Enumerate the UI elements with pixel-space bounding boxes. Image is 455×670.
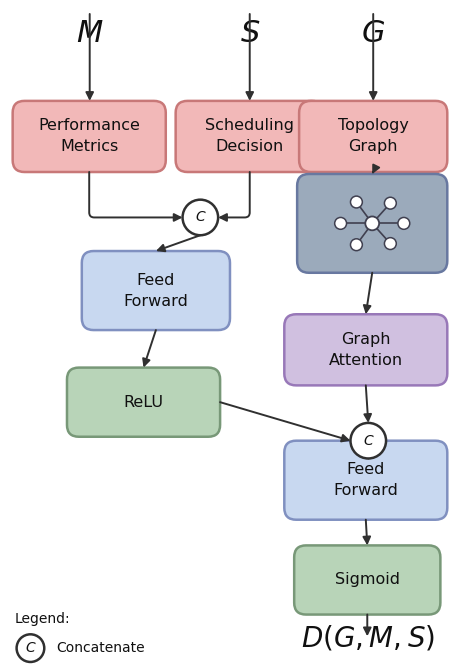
- FancyBboxPatch shape: [81, 251, 229, 330]
- Text: $\mathit{S}$: $\mathit{S}$: [239, 18, 259, 49]
- Text: $\mathit{M}$: $\mathit{M}$: [76, 18, 103, 49]
- Text: Concatenate: Concatenate: [56, 641, 144, 655]
- Circle shape: [384, 238, 395, 249]
- Text: Feed
Forward: Feed Forward: [333, 462, 397, 498]
- Circle shape: [350, 196, 362, 208]
- Text: $\mathit{G}$: $\mathit{G}$: [360, 18, 384, 49]
- Circle shape: [182, 200, 217, 235]
- Text: Scheduling
Decision: Scheduling Decision: [205, 119, 293, 155]
- Text: C: C: [363, 433, 372, 448]
- Text: $\mathit{D(G,M,S)}$: $\mathit{D(G,M,S)}$: [301, 623, 435, 652]
- FancyBboxPatch shape: [283, 441, 446, 520]
- FancyBboxPatch shape: [175, 101, 323, 172]
- Text: C: C: [195, 210, 205, 224]
- Circle shape: [334, 218, 346, 229]
- Circle shape: [364, 216, 378, 230]
- Circle shape: [350, 239, 362, 251]
- Text: Legend:: Legend:: [15, 612, 70, 626]
- FancyBboxPatch shape: [67, 368, 220, 437]
- FancyBboxPatch shape: [298, 101, 446, 172]
- FancyBboxPatch shape: [297, 174, 446, 273]
- Circle shape: [350, 423, 385, 458]
- FancyBboxPatch shape: [13, 101, 166, 172]
- Circle shape: [16, 634, 44, 662]
- Text: Topology
Graph: Topology Graph: [337, 119, 408, 155]
- Text: Graph
Attention: Graph Attention: [328, 332, 402, 368]
- Text: Performance
Metrics: Performance Metrics: [38, 119, 140, 155]
- Circle shape: [397, 218, 409, 229]
- FancyBboxPatch shape: [293, 545, 440, 614]
- Text: Sigmoid: Sigmoid: [334, 572, 399, 588]
- Text: Feed
Forward: Feed Forward: [123, 273, 188, 309]
- Text: ReLU: ReLU: [123, 395, 163, 409]
- Circle shape: [384, 197, 395, 209]
- FancyBboxPatch shape: [283, 314, 446, 385]
- Text: C: C: [25, 641, 35, 655]
